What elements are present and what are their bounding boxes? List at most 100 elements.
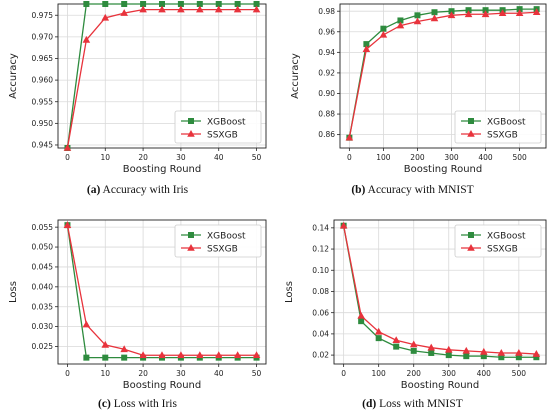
chart-c-series-1-point-8 bbox=[214, 351, 223, 359]
chart-c-ytick-label-3: 0.040 bbox=[32, 282, 54, 291]
chart-d-series-1-point-7 bbox=[462, 346, 471, 354]
chart-d-ytick-label-1: 0.04 bbox=[312, 329, 329, 338]
chart-b-series-0-point-3 bbox=[397, 17, 404, 24]
chart-d-legend-1-marker bbox=[467, 244, 475, 251]
chart-b-legend-1-label: SSXGB bbox=[487, 130, 518, 140]
chart-c-legend-1-label: SSXGB bbox=[207, 244, 238, 254]
chart-c-xtick-label-4: 40 bbox=[214, 369, 224, 378]
caption-c-tag: (c) bbox=[98, 398, 111, 410]
chart-c-series-1-point-6 bbox=[177, 351, 185, 359]
chart-c-legend-0-marker bbox=[188, 232, 194, 238]
chart-d-series-1-point-9 bbox=[497, 348, 506, 356]
chart-c-xtick-label-1: 10 bbox=[100, 369, 110, 378]
chart-a-series-1-point-5 bbox=[158, 5, 166, 13]
chart-b-legend-1-marker bbox=[467, 130, 475, 137]
chart-d-legend-1-label: SSXGB bbox=[487, 244, 518, 254]
chart-a-ytick-label-6: 0.975 bbox=[32, 11, 54, 20]
chart-a-series-1-point-9 bbox=[233, 5, 242, 13]
chart-a-series-1-point-0 bbox=[63, 144, 72, 151]
chart-d-series-1-point-5 bbox=[427, 343, 436, 351]
chart-d-series-1-point-6 bbox=[444, 345, 453, 353]
caption-b-text: Accuracy with MNIST bbox=[367, 184, 474, 196]
chart-a-series-1-point-3 bbox=[120, 9, 128, 16]
chart-c-series-0-point-2 bbox=[102, 354, 109, 361]
caption-b-tag: (b) bbox=[351, 184, 366, 196]
chart-d-series-1-point-8 bbox=[480, 347, 488, 355]
chart-a-series-1-point-1 bbox=[82, 35, 91, 43]
chart-d-series-0-point-2 bbox=[375, 335, 382, 342]
chart-c-legend bbox=[174, 224, 262, 258]
chart-b-series-1-point-7 bbox=[464, 10, 473, 18]
chart-b-series-0-point-7 bbox=[465, 7, 472, 14]
chart-d-series-0-point-6 bbox=[445, 352, 452, 359]
chart-b-series-1-point-11 bbox=[532, 8, 541, 16]
chart-b-frame bbox=[339, 3, 547, 149]
chart-b-legend-0-marker bbox=[468, 118, 474, 124]
chart-a-series-1-point-2 bbox=[101, 13, 110, 21]
chart-d-series-0-point-4 bbox=[410, 347, 417, 354]
chart-d-series-0-point-10 bbox=[515, 354, 522, 361]
chart-c-ytick-label-2: 0.035 bbox=[32, 302, 54, 311]
chart-b-ytick-label-5: 0.96 bbox=[318, 27, 335, 36]
chart-b-series-0-point-1 bbox=[363, 41, 370, 48]
caption-d-tag: (d) bbox=[362, 398, 377, 410]
chart-d-series-1-line bbox=[342, 225, 537, 355]
chart-c-ytick-label-6: 0.055 bbox=[32, 223, 54, 232]
chart-b-ylabel: Accuracy bbox=[290, 53, 301, 99]
chart-a-series-0-point-3 bbox=[121, 1, 128, 7]
chart-a-xtick-label-0: 0 bbox=[65, 153, 70, 162]
chart-c-xtick-label-3: 30 bbox=[176, 369, 186, 378]
chart-a-series-1-point-7 bbox=[196, 5, 204, 13]
chart-c-series-1-point-9 bbox=[233, 351, 242, 359]
chart-a-series-0-point-10 bbox=[253, 1, 260, 7]
chart-c-xlabel: Boosting Round bbox=[123, 380, 202, 391]
chart-b-series-0-point-8 bbox=[482, 7, 489, 14]
chart-c-ytick-label-0: 0.025 bbox=[32, 342, 54, 351]
chart-a-series-0-point-9 bbox=[234, 1, 241, 7]
chart-c-frame bbox=[57, 219, 267, 365]
chart-b-legend bbox=[454, 110, 542, 144]
chart-b-ytick-label-2: 0.90 bbox=[318, 89, 335, 98]
chart-a-series-0-point-7 bbox=[196, 1, 203, 7]
chart-d-legend-0-label: XGBoost bbox=[487, 231, 526, 241]
chart-d-series-0-point-5 bbox=[428, 349, 435, 356]
chart-d-series-0-point-3 bbox=[393, 343, 400, 350]
chart-a-series-0-point-2 bbox=[102, 1, 109, 7]
chart-b-series-1-point-2 bbox=[379, 30, 388, 38]
chart-a-ytick-label-3: 0.960 bbox=[32, 76, 54, 85]
chart-d-xtick-label-1: 100 bbox=[372, 369, 387, 378]
chart-d-ytick-label-4: 0.10 bbox=[312, 266, 329, 275]
chart-d-series-0-point-8 bbox=[480, 353, 487, 360]
chart-d-series-1-point-1 bbox=[357, 311, 365, 319]
chart-b-xtick-label-5: 500 bbox=[512, 153, 527, 162]
chart-a-legend-0-label: XGBoost bbox=[207, 117, 246, 127]
chart-a-xtick-label-5: 50 bbox=[252, 153, 262, 162]
chart-d-series-1-point-4 bbox=[409, 340, 418, 348]
chart-a-series-0-point-8 bbox=[215, 1, 222, 7]
chart-a-series-0-point-5 bbox=[159, 1, 165, 7]
chart-a-xtick-label-4: 40 bbox=[214, 153, 224, 162]
chart-b-series-1-point-10 bbox=[515, 9, 524, 17]
chart-d-ytick-label-3: 0.08 bbox=[312, 287, 329, 296]
chart-b-xlabel: Boosting Round bbox=[404, 164, 483, 175]
chart-d-series-0-point-9 bbox=[498, 354, 505, 361]
chart-b-series-1-point-8 bbox=[481, 10, 490, 18]
chart-c-series-1-point-0 bbox=[63, 221, 72, 228]
chart-b-ytick-label-6: 0.98 bbox=[318, 7, 335, 16]
chart-a-series-1-point-8 bbox=[214, 5, 223, 13]
caption-d: (d) Loss with MNIST bbox=[275, 398, 550, 410]
chart-d: 0 100 200 300 400 500 0.02 0.04 0.06 0.08 0.10 0.12… bbox=[284, 219, 547, 391]
chart-a-xlabel: Boosting Round bbox=[123, 164, 202, 175]
chart-d-legend-0-marker bbox=[468, 232, 474, 238]
chart-c-ylabel: Loss bbox=[8, 281, 19, 303]
chart-d-series-1-point-3 bbox=[392, 336, 400, 344]
chart-c-legend-0-label: XGBoost bbox=[207, 231, 246, 241]
chart-b-series-1-point-0 bbox=[345, 133, 354, 141]
chart-d-xlabel: Boosting Round bbox=[401, 380, 480, 391]
chart-b-xtick-label-4: 400 bbox=[478, 153, 493, 162]
chart-a-ytick-label-5: 0.970 bbox=[32, 32, 54, 41]
chart-d-xtick-label-4: 400 bbox=[477, 369, 492, 378]
chart-b-xtick-label-0: 0 bbox=[347, 153, 352, 162]
chart-b: 0 100 200 300 400 500 0.86 0.88 0.90 0.92 0.94 0.96… bbox=[290, 3, 547, 175]
chart-c-ytick-label-5: 0.050 bbox=[32, 243, 54, 252]
